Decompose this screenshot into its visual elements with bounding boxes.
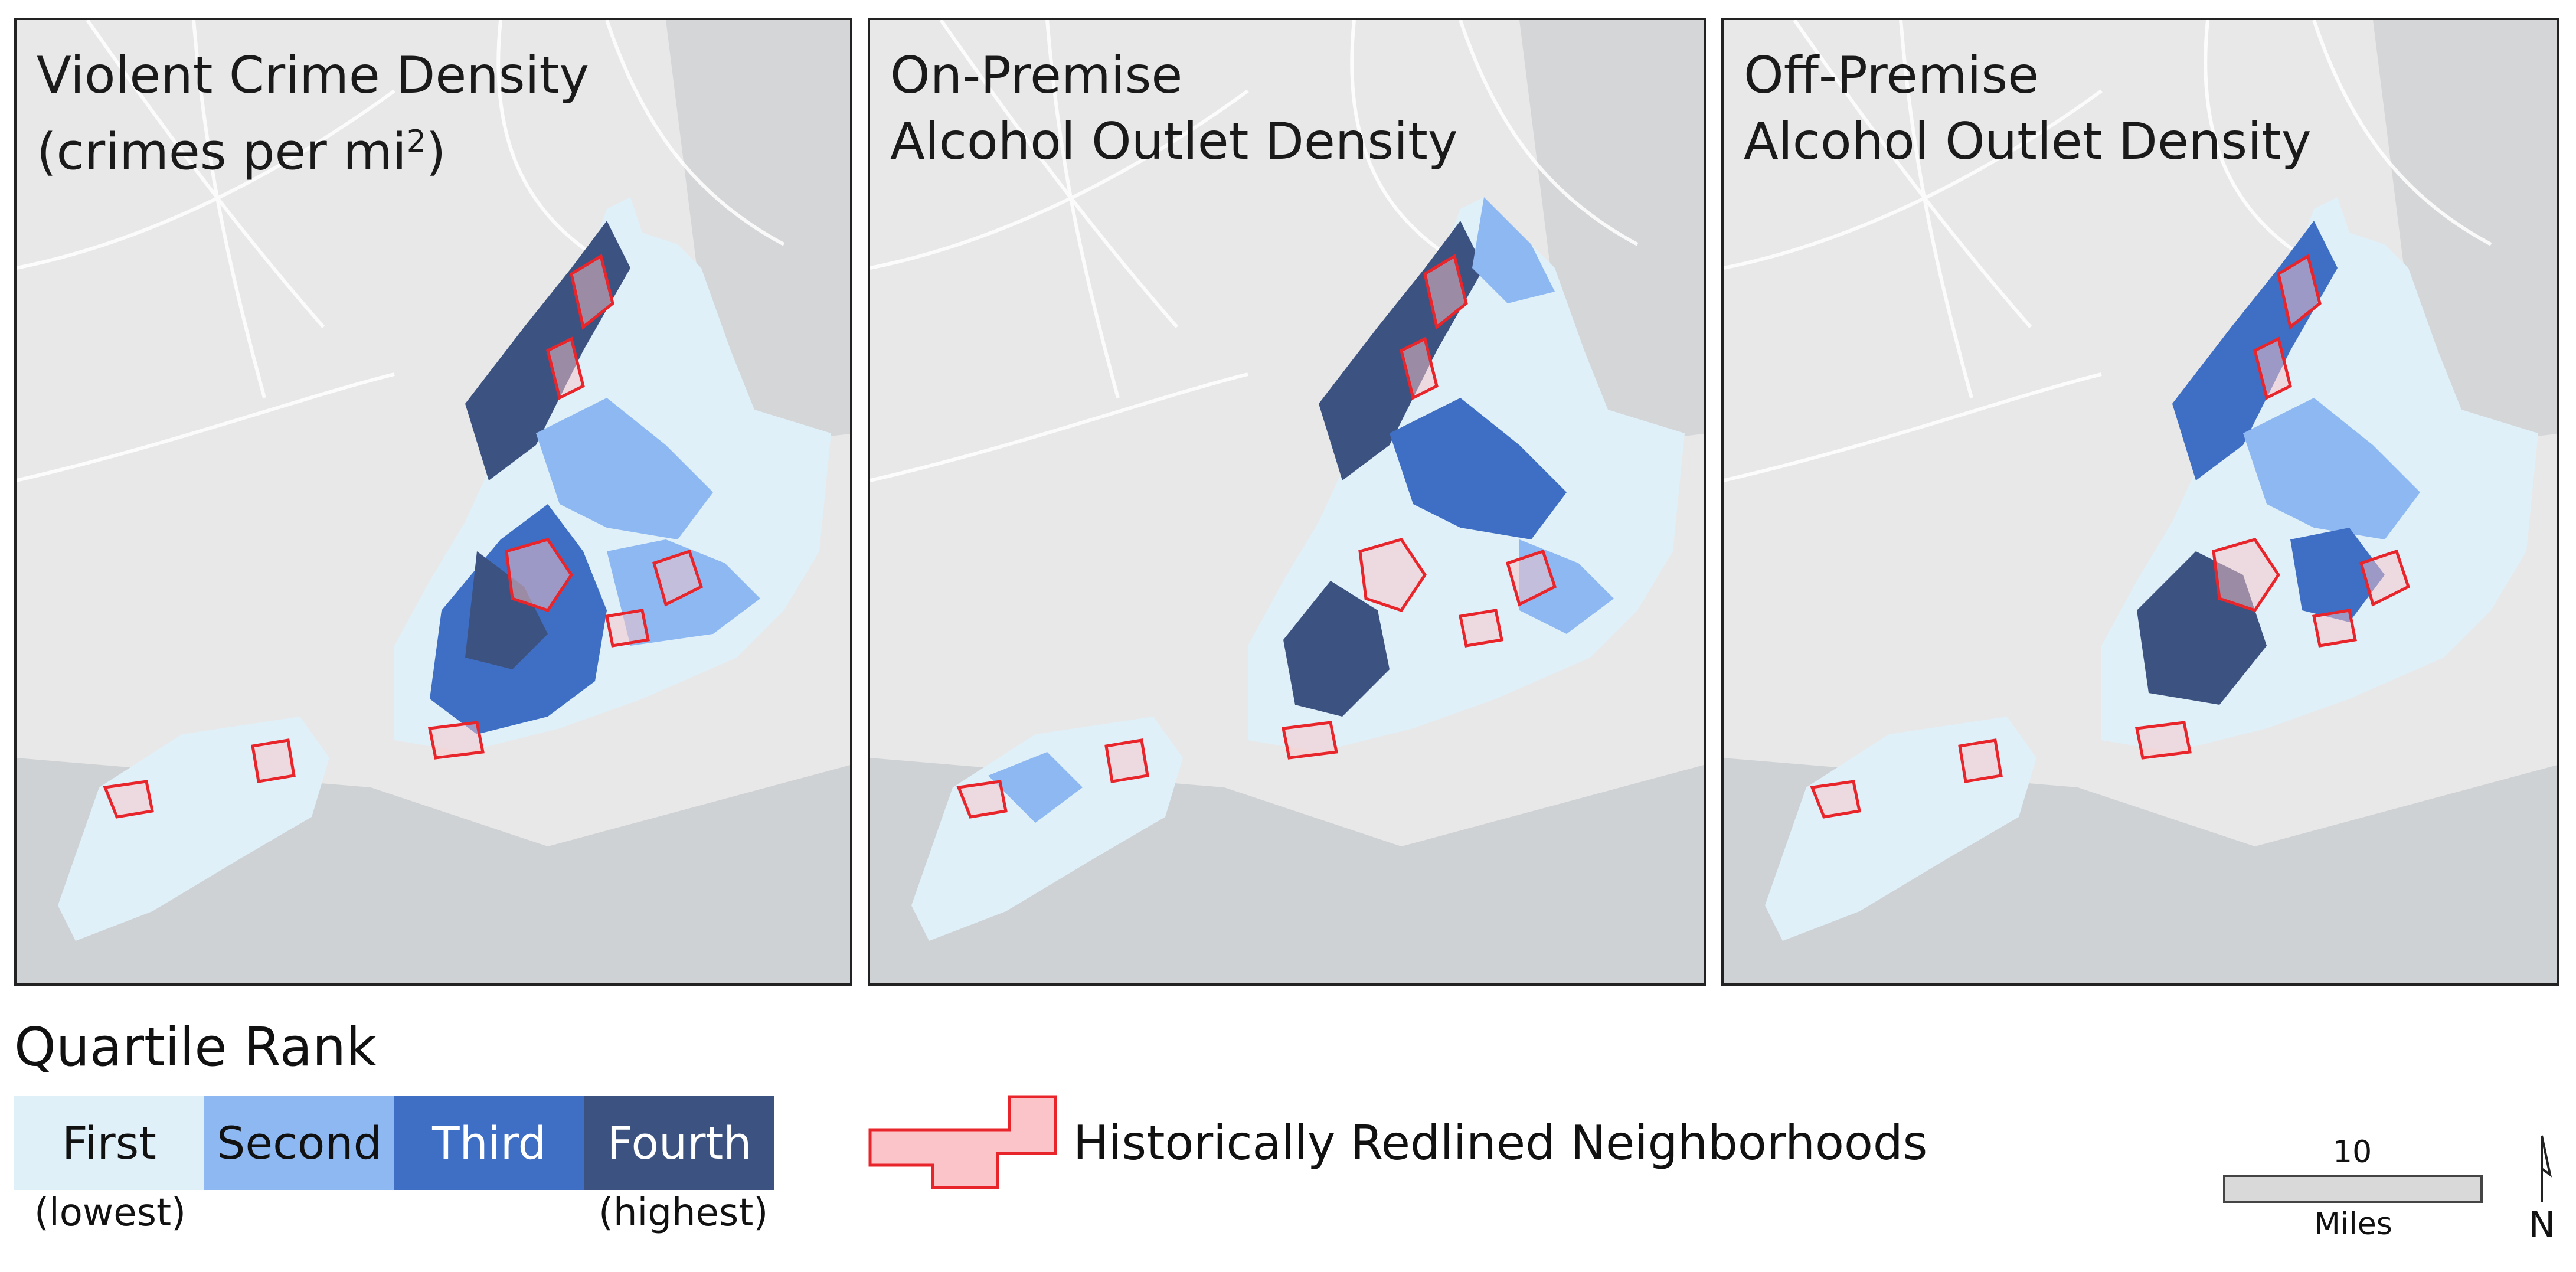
scale-value: 10 xyxy=(2333,1134,2372,1170)
north-arrow-icon xyxy=(2541,1135,2552,1202)
panel-title-line2: Alcohol Outlet Density xyxy=(1744,112,2312,171)
quartile-label: Second xyxy=(217,1116,382,1169)
legend-highest-label: (highest) xyxy=(599,1191,769,1235)
map-graphic xyxy=(1724,20,2557,983)
north-letter: N xyxy=(2529,1204,2555,1245)
panel-title-line2: Alcohol Outlet Density xyxy=(890,112,1458,171)
legend-lowest-label: (lowest) xyxy=(34,1191,187,1235)
panel-title: On-Premise Alcohol Outlet Density xyxy=(890,42,1458,175)
panel-title-close: ) xyxy=(426,122,446,182)
map-graphic xyxy=(17,20,850,983)
panel-title-line1: On-Premise xyxy=(890,46,1183,105)
legend-title: Quartile Rank xyxy=(14,1016,377,1078)
panel-title: Off-Premise Alcohol Outlet Density xyxy=(1744,42,2312,175)
quartile-label: First xyxy=(62,1116,156,1169)
map-panel-off-premise: Off-Premise Alcohol Outlet Density xyxy=(1721,18,2559,986)
scale-bar xyxy=(2223,1175,2483,1203)
map-graphic xyxy=(870,20,1704,983)
panel-title-superscript: 2 xyxy=(406,124,426,159)
panel-title: Violent Crime Density (crimes per mi2) xyxy=(37,42,589,185)
quartile-label: Third xyxy=(432,1116,547,1169)
legend-quartile-first: First xyxy=(14,1096,204,1190)
panel-title-line2: (crimes per mi2) xyxy=(37,109,589,185)
redline-legend-label: Historically Redlined Neighborhoods xyxy=(1073,1116,1928,1170)
panel-title-line2-text: (crimes per mi xyxy=(37,122,407,182)
panel-title-line1: Violent Crime Density xyxy=(37,46,590,105)
panel-title-line1: Off-Premise xyxy=(1744,46,2039,105)
redline-swatch-icon xyxy=(868,1095,1057,1189)
map-panel-violent-crime: Violent Crime Density (crimes per mi2) xyxy=(14,18,852,986)
legend-quartile-third: Third xyxy=(394,1096,584,1190)
legend-quartile-fourth: Fourth xyxy=(584,1096,774,1190)
map-panel-on-premise: On-Premise Alcohol Outlet Density xyxy=(868,18,1706,986)
scale-unit: Miles xyxy=(2314,1206,2392,1242)
legend-quartile-second: Second xyxy=(204,1096,394,1190)
quartile-label: Fourth xyxy=(607,1116,752,1169)
